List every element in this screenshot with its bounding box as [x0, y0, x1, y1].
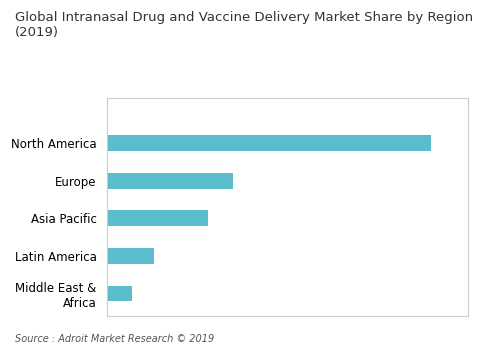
Bar: [107, 173, 233, 189]
Bar: [107, 285, 132, 301]
Text: Global Intranasal Drug and Vaccine Delivery Market Share by Region (2019): Global Intranasal Drug and Vaccine Deliv…: [15, 11, 473, 39]
Bar: [107, 211, 208, 226]
Text: Source : Adroit Market Research © 2019: Source : Adroit Market Research © 2019: [15, 334, 214, 344]
Bar: [107, 248, 154, 264]
Bar: [107, 135, 431, 151]
